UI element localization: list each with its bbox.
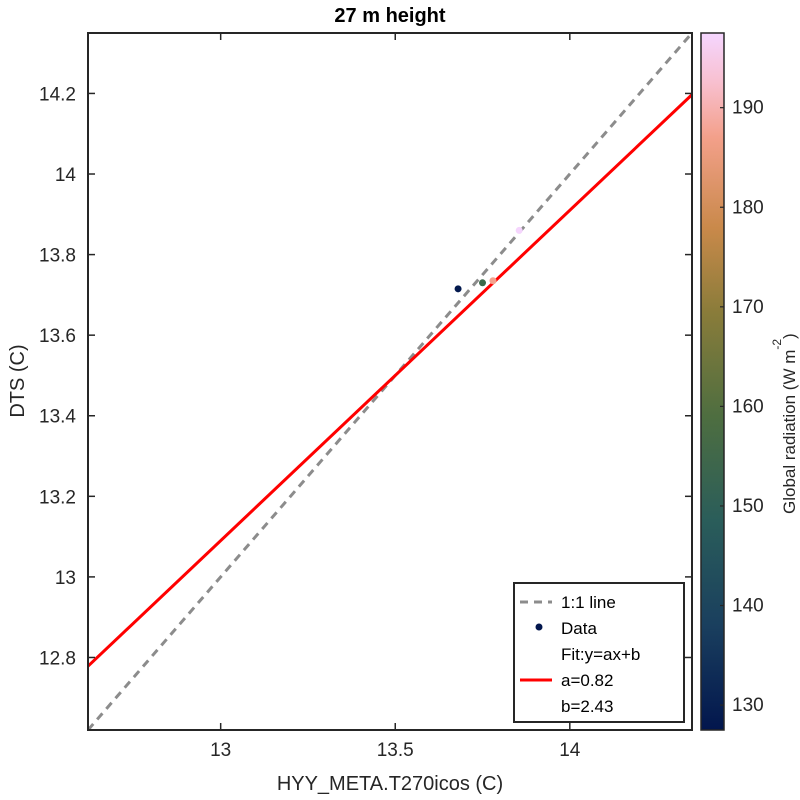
y-tick-label-3: 13.4 [39,407,76,428]
data-point-3 [515,226,523,234]
x-tick-label-1: 13.5 [377,740,414,761]
data-point-2 [489,277,497,285]
legend-a-label: a=0.82 [561,671,613,690]
data-point-0 [454,285,462,293]
colorbar: 130 140 150 160 170 180 190 Global radiation (… [700,32,799,731]
colorbar-tick-label-1: 140 [732,596,764,617]
y-tick-label-0: 12.8 [39,648,76,669]
legend-identity-label: 1:1 line [561,593,616,612]
x-axis-label: HYY_META.T270icos (C) [277,773,503,795]
y-tick-label-6: 14 [55,165,77,186]
axes-box [87,32,693,731]
y-tick-label-2: 13.2 [39,487,76,508]
fit-line [88,93,692,668]
y-tick-label-7: 14.2 [39,84,76,105]
colorbar-tick-label-2: 150 [732,496,764,517]
legend-data-swatch [535,623,543,631]
colorbar-label: Global radiation (W m-2) [770,333,799,514]
x-tick-label-2: 14 [559,740,581,761]
colorbar-tick-label-6: 190 [732,98,764,119]
colorbar-tick-label-5: 180 [732,197,764,218]
colorbar-frame [700,32,725,731]
y-tick-label-5: 13.8 [39,246,76,267]
legend: 1:1 line Data Fit:y=ax+b a=0.82 b=2.43 [513,582,685,723]
colorbar-tick-label-0: 130 [732,695,764,716]
y-tick-label-1: 13 [55,568,76,589]
legend-data-label: Data [561,619,597,638]
colorbar-gradient [701,33,724,730]
legend-box [513,582,685,723]
legend-b-label: b=2.43 [561,697,613,716]
chart-title: 27 m height [334,5,445,27]
legend-fit-label: Fit:y=ax+b [561,645,640,664]
colorbar-tick-label-3: 160 [732,396,764,417]
data-point-1 [479,279,487,287]
colorbar-tick-label-4: 170 [732,297,764,318]
x-tick-label-0: 13 [210,740,231,761]
y-tick-label-4: 13.6 [39,326,76,347]
y-axis-label: DTS (C) [7,344,29,417]
